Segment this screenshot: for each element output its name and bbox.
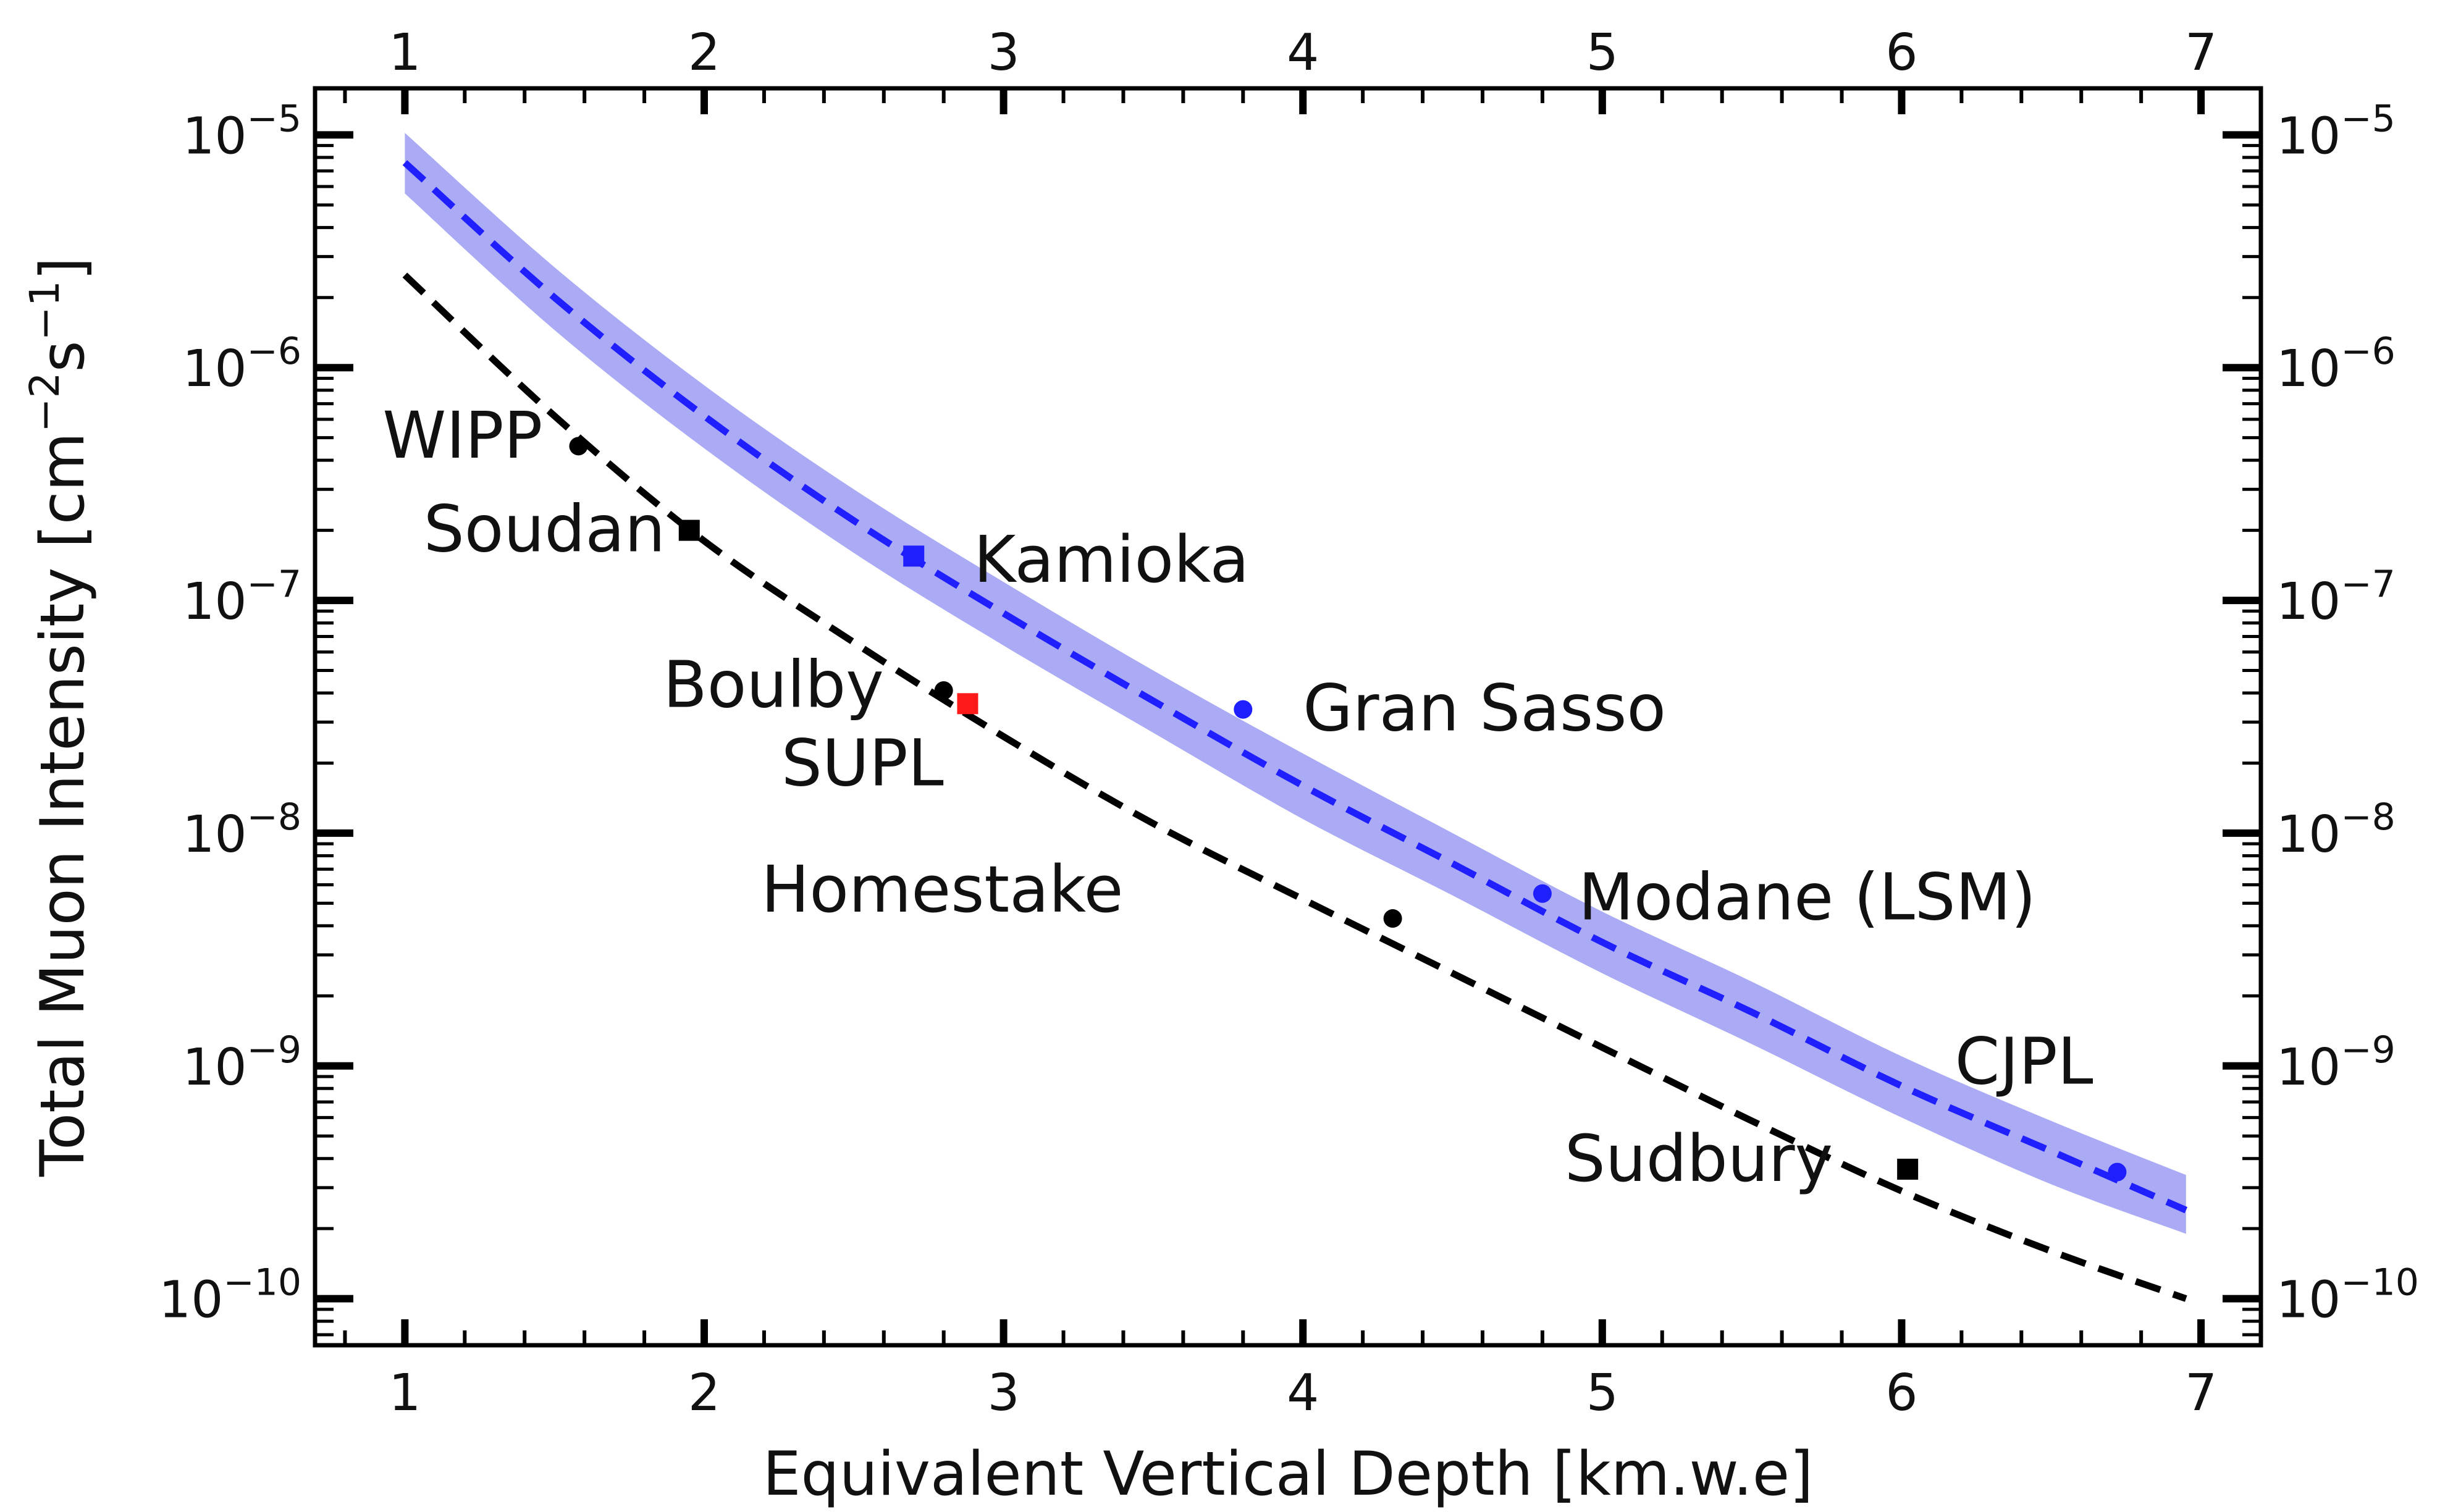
y-axis-title-part: Total Muon Intensity [cm: [28, 432, 98, 1177]
y-tick-exponent: −10: [2341, 1261, 2419, 1304]
y-tick-label-right: 10−8: [2276, 796, 2396, 864]
y-axis-title-part: −1: [21, 280, 69, 340]
y-tick-label-left: 10−5: [182, 97, 301, 166]
y-tick-exponent: −6: [247, 330, 301, 373]
site-marker-supl: [957, 693, 978, 715]
uncertainty-band-layer: [405, 133, 2186, 1234]
site-marker-soudan: [678, 519, 700, 541]
x-tick-label-top: 1: [389, 23, 421, 82]
site-label-supl: SUPL: [781, 725, 944, 800]
y-tick-exponent: −6: [2341, 330, 2395, 373]
x-tick-label-bottom: 2: [688, 1364, 720, 1422]
site-label-modane-lsm: Modane (LSM): [1578, 859, 2036, 934]
x-tick-label-top: 6: [1885, 23, 1917, 82]
site-marker-kamioka: [903, 545, 925, 567]
x-tick-label-bottom: 6: [1885, 1364, 1917, 1422]
model-line-blue-dashed: [402, 160, 2188, 1214]
site-marker-homestake: [1383, 909, 1402, 928]
y-tick-label-right: 10−6: [2276, 330, 2396, 398]
series-lines-layer: [402, 160, 2188, 1302]
y-tick-exponent: −8: [2341, 796, 2395, 839]
site-marker-sudbury: [1897, 1158, 1919, 1180]
x-tick-label-top: 2: [688, 23, 720, 82]
y-tick-exponent: −7: [2341, 563, 2395, 606]
y-tick-exponent: −9: [2341, 1028, 2395, 1072]
site-label-homestake: Homestake: [761, 852, 1123, 927]
tick-marks-layer: [315, 88, 2263, 1345]
site-marker-wipp: [569, 437, 588, 456]
y-tick-exponent: −9: [247, 1028, 301, 1072]
y-tick-label-right: 10−5: [2276, 97, 2396, 166]
x-axis-title: Equivalent Vertical Depth [km.w.e]: [763, 1439, 1814, 1510]
y-tick-exponent: −8: [247, 796, 301, 839]
plot-frame-layer: [313, 86, 2263, 1348]
site-label-cjpl: CJPL: [1955, 1023, 2093, 1099]
y-tick-label-left: 10−9: [182, 1028, 301, 1097]
x-tick-label-top: 3: [988, 23, 1020, 82]
y-tick-label-right: 10−7: [2276, 563, 2396, 631]
y-tick-label-right: 10−10: [2276, 1261, 2419, 1330]
x-tick-label-bottom: 7: [2185, 1364, 2217, 1422]
model-line-black-dashed: [402, 272, 2187, 1302]
site-label-wipp: WIPP: [382, 398, 542, 473]
x-tick-label-top: 7: [2185, 23, 2217, 82]
site-marker-gran-sasso: [1234, 700, 1253, 719]
site-markers-layer: [569, 437, 2127, 1182]
y-axis-title-part: s: [28, 340, 98, 372]
x-tick-label-top: 5: [1586, 23, 1618, 82]
site-marker-modane-lsm: [1533, 884, 1552, 903]
y-axis-title-part: −2: [21, 372, 69, 432]
y-axis-title: Total Muon Intensity [cm−2s−1]: [21, 257, 98, 1177]
site-marker-boulby: [934, 681, 953, 700]
y-tick-label-left: 10−6: [182, 330, 301, 398]
y-tick-exponent: −7: [247, 563, 301, 606]
y-tick-exponent: −10: [223, 1261, 301, 1304]
y-tick-exponent: −5: [2341, 97, 2395, 140]
site-label-sudbury: Sudbury: [1565, 1121, 1833, 1196]
plot-frame: [313, 86, 2263, 1348]
y-axis-title-part: ]: [28, 257, 98, 280]
uncertainty-band: [405, 133, 2186, 1234]
x-tick-label-top: 4: [1287, 23, 1319, 82]
x-tick-label-bottom: 3: [988, 1364, 1020, 1422]
y-tick-label-left: 10−8: [182, 796, 301, 864]
y-tick-label-left: 10−7: [182, 563, 301, 631]
x-tick-label-bottom: 1: [389, 1364, 421, 1422]
y-tick-exponent: −5: [247, 97, 301, 140]
site-label-gran-sasso: Gran Sasso: [1303, 671, 1666, 746]
site-label-boulby: Boulby: [663, 647, 883, 722]
site-label-kamioka: Kamioka: [974, 522, 1249, 597]
site-marker-cjpl: [2108, 1162, 2127, 1182]
y-tick-label-left: 10−10: [159, 1261, 301, 1330]
x-tick-label-bottom: 4: [1287, 1364, 1319, 1422]
x-tick-label-bottom: 5: [1586, 1364, 1618, 1422]
site-label-soudan: Soudan: [424, 492, 665, 567]
y-tick-label-right: 10−9: [2276, 1028, 2396, 1097]
